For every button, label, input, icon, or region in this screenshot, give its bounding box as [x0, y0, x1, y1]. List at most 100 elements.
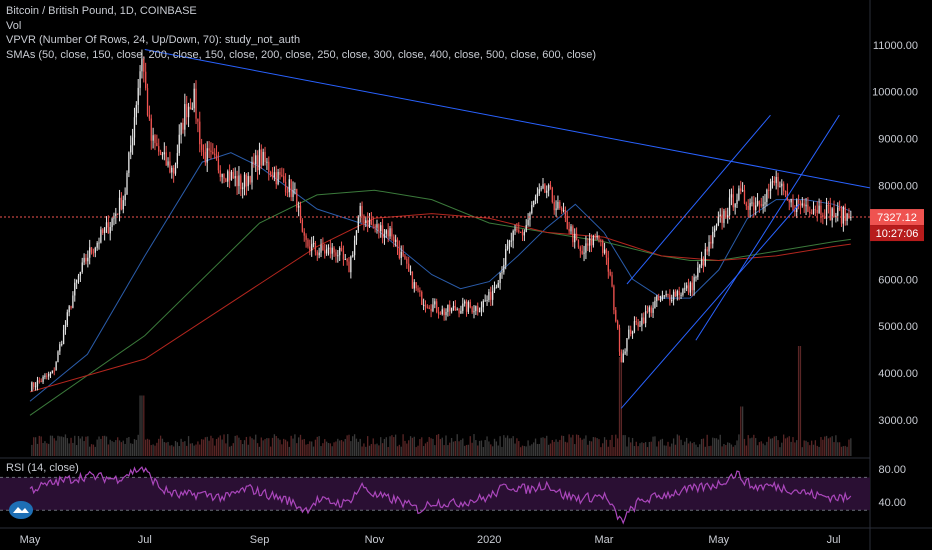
candle-body — [745, 203, 748, 206]
volume-bar — [697, 447, 699, 456]
candle-body — [64, 325, 67, 330]
channel-lower[interactable] — [620, 203, 800, 409]
volume-bar — [602, 443, 604, 456]
candle-body — [187, 106, 190, 118]
candle-body — [749, 203, 751, 210]
volume-bar — [432, 438, 434, 456]
candle-body — [658, 296, 660, 301]
candle-body — [105, 222, 108, 228]
volume-bar — [208, 440, 210, 456]
volume-bar — [676, 434, 678, 456]
candle-body — [365, 220, 367, 223]
time-axis[interactable]: May Jul Sep Nov 2020 Mar May Jul — [20, 534, 841, 546]
candle-body — [842, 206, 845, 224]
volume-bar — [598, 439, 600, 456]
volume-bar — [81, 436, 83, 456]
channel-upper-2[interactable] — [695, 114, 840, 341]
volume-bar — [327, 443, 330, 456]
volume-bar — [53, 438, 55, 456]
volume-bar — [781, 442, 783, 456]
rsi-line[interactable] — [29, 466, 852, 525]
candle-body — [447, 304, 449, 312]
volume-bar — [260, 437, 262, 456]
volume-bar — [353, 434, 356, 456]
volume-bar — [34, 437, 37, 456]
volume-bar — [658, 441, 660, 456]
candle-body — [850, 217, 852, 219]
volume-bar — [728, 442, 731, 456]
volume-indicator-label[interactable]: Vol — [6, 19, 22, 32]
candle-body — [266, 161, 268, 163]
candle-body — [428, 307, 430, 309]
volume-bar — [367, 436, 369, 456]
volume-bar — [796, 440, 798, 456]
volume-bar — [275, 436, 277, 456]
volume-bar — [829, 437, 831, 456]
descending-trendline[interactable] — [144, 48, 871, 189]
volume-bar — [579, 437, 581, 456]
candle-body — [126, 172, 128, 195]
candle-body — [590, 238, 593, 246]
candle-body — [251, 161, 253, 183]
candle-body — [512, 230, 514, 241]
candle-body — [829, 205, 831, 221]
candle-body — [394, 239, 397, 242]
trend-layer[interactable] — [0, 48, 871, 409]
volume-bar — [342, 441, 345, 456]
symbol-title[interactable]: Bitcoin / British Pound, 1D, COINBASE — [6, 5, 197, 17]
candle-body — [809, 211, 811, 214]
volume-bar — [518, 441, 520, 456]
candle-body — [303, 231, 305, 236]
rsi-pane[interactable]: 40.00 80.00 — [0, 464, 906, 525]
candle-body — [508, 240, 511, 246]
candle-body — [434, 301, 436, 305]
sma-long-line[interactable] — [29, 213, 851, 393]
volume-bar — [741, 406, 744, 456]
candle-body — [540, 188, 542, 190]
countdown-tag — [870, 225, 924, 242]
candle-body — [700, 259, 703, 266]
volume-bar — [452, 441, 455, 456]
volume-bar — [454, 441, 456, 456]
price-axis[interactable]: 3000.004000.005000.006000.007000.008000.… — [870, 40, 924, 427]
candle-body — [471, 307, 473, 313]
tradingview-logo-icon[interactable] — [8, 500, 34, 520]
candle-body — [549, 185, 552, 188]
volume-bar — [850, 438, 852, 456]
candle-body — [557, 201, 559, 209]
candle-body — [174, 164, 177, 174]
candle-body — [331, 247, 333, 254]
volume-bar — [182, 441, 184, 456]
volume-bar — [445, 435, 447, 456]
channel-upper[interactable] — [626, 114, 771, 285]
candle-body — [232, 171, 234, 179]
rsi-indicator-label[interactable]: RSI (14, close) — [6, 462, 79, 474]
candle-body — [773, 181, 775, 183]
sma-indicator-label[interactable]: SMAs (50, close, 150, close, 200, close,… — [6, 48, 597, 61]
volume-bar — [374, 444, 376, 456]
volume-bar — [531, 444, 533, 456]
volume-bar — [790, 441, 792, 456]
candle-body — [533, 200, 535, 206]
volume-bar — [87, 436, 89, 456]
vpvr-indicator-label[interactable]: VPVR (Number Of Rows, 24, Up/Down, 70): … — [6, 34, 301, 46]
candle-body — [712, 231, 714, 244]
volume-bar — [247, 444, 249, 456]
sma-short-line[interactable] — [29, 152, 851, 402]
volume-bar — [797, 346, 800, 456]
volume-bar — [178, 445, 180, 456]
volume-bar — [176, 442, 179, 456]
candle-body — [81, 262, 83, 272]
candle-body — [327, 247, 330, 250]
volume-bar — [462, 438, 464, 456]
candle-body — [161, 154, 164, 156]
candle-body — [825, 204, 828, 219]
volume-bar — [163, 442, 165, 456]
volume-bar — [762, 443, 764, 456]
volume-bar — [297, 437, 300, 456]
volume-bar — [281, 444, 283, 456]
volume-bar — [717, 439, 720, 456]
candle-body — [484, 300, 486, 302]
